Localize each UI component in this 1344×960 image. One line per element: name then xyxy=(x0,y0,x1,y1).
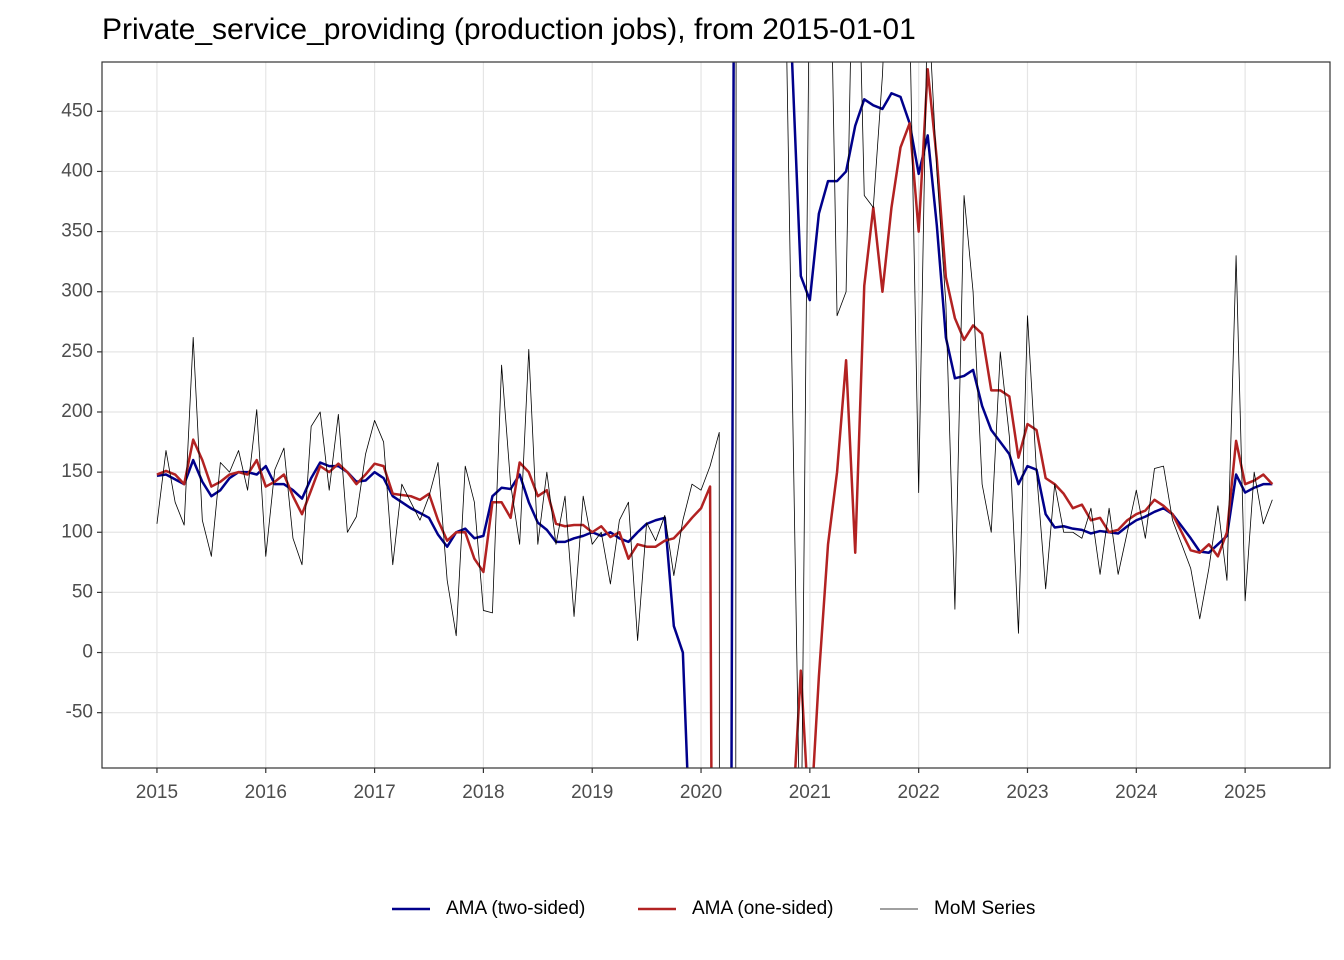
x-tick-label: 2015 xyxy=(136,782,178,803)
legend-label: AMA (one-sided) xyxy=(692,898,834,919)
x-tick-label: 2021 xyxy=(789,782,831,803)
x-tick-label: 2018 xyxy=(462,782,504,803)
y-tick-label: 100 xyxy=(61,521,93,542)
grid xyxy=(102,62,1330,768)
y-tick-label: 0 xyxy=(82,642,93,663)
x-tick-label: 2023 xyxy=(1006,782,1048,803)
x-tick-label: 2017 xyxy=(353,782,395,803)
y-tick-label: 250 xyxy=(61,341,93,362)
y-tick-label: 50 xyxy=(72,581,93,602)
x-tick-label: 2025 xyxy=(1224,782,1266,803)
panel-border xyxy=(101,61,1331,769)
y-tick-label: 150 xyxy=(61,461,93,482)
y-tick-label: 450 xyxy=(61,100,93,121)
plot-lines xyxy=(156,62,1274,768)
series-line xyxy=(156,67,1274,768)
y-tick-label: 300 xyxy=(61,281,93,302)
x-tick-label: 2020 xyxy=(680,782,722,803)
legend-label: MoM Series xyxy=(934,898,1035,919)
chart-title: Private_service_providing (production jo… xyxy=(102,13,916,46)
legend: AMA (two-sided) AMA (one-sided) MoM Series xyxy=(392,898,1035,919)
y-tick-label: 350 xyxy=(61,221,93,242)
y-tick-label: 400 xyxy=(61,160,93,181)
x-tick-label: 2019 xyxy=(571,782,613,803)
x-tick-label: 2022 xyxy=(898,782,940,803)
y-tick-label: -50 xyxy=(66,702,93,723)
series-line xyxy=(156,62,1273,768)
y-tick-label: 200 xyxy=(61,401,93,422)
x-tick-label: 2016 xyxy=(245,782,287,803)
x-tick-label: 2024 xyxy=(1115,782,1158,803)
axes: -50 0 50 100 150 200 250 300 350 400 450 2015 2016 20… xyxy=(61,100,1266,803)
legend-label: AMA (two-sided) xyxy=(446,898,585,919)
